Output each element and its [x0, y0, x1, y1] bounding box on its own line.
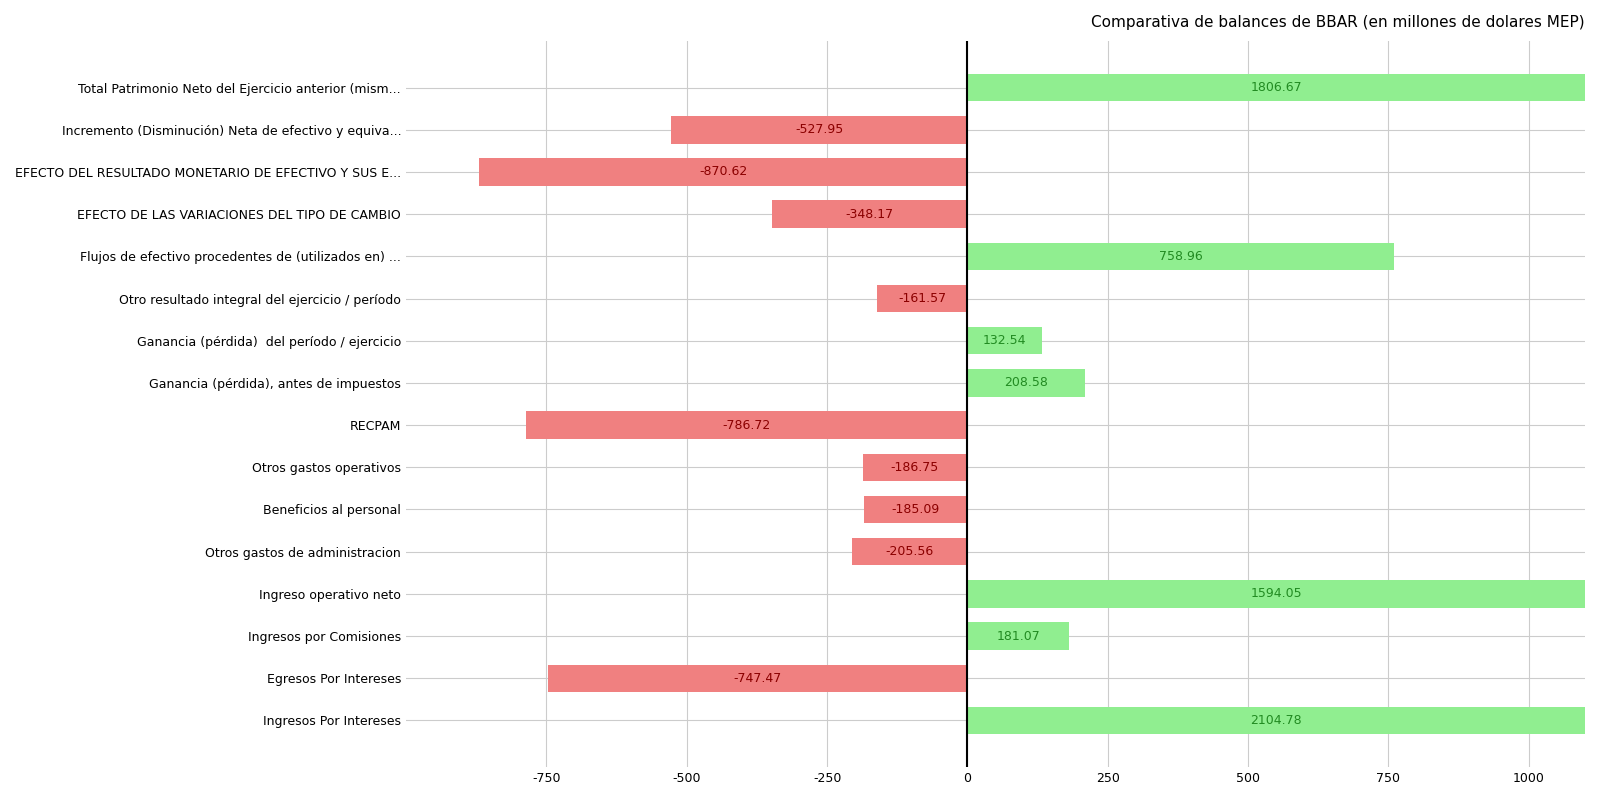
Bar — [968, 580, 1600, 607]
Text: 2104.78: 2104.78 — [1250, 714, 1302, 727]
Bar — [547, 665, 968, 692]
Bar — [968, 370, 1085, 397]
Bar — [478, 158, 968, 186]
Bar — [771, 201, 968, 228]
Bar — [862, 454, 968, 481]
Text: -527.95: -527.95 — [795, 123, 843, 136]
Text: -348.17: -348.17 — [846, 208, 894, 221]
Text: 1594.05: 1594.05 — [1250, 587, 1302, 600]
Text: 208.58: 208.58 — [1005, 377, 1048, 390]
Text: Comparativa de balances de BBAR (en millones de dolares MEP): Comparativa de balances de BBAR (en mill… — [1091, 15, 1586, 30]
Bar — [968, 706, 1600, 734]
Bar — [968, 622, 1069, 650]
Text: -161.57: -161.57 — [898, 292, 946, 305]
Text: 181.07: 181.07 — [997, 630, 1040, 642]
Text: 1806.67: 1806.67 — [1250, 81, 1302, 94]
Bar — [864, 496, 968, 523]
Text: -205.56: -205.56 — [885, 545, 934, 558]
Bar — [853, 538, 968, 566]
Text: -747.47: -747.47 — [733, 672, 782, 685]
Bar — [968, 242, 1394, 270]
Text: -186.75: -186.75 — [891, 461, 939, 474]
Bar — [968, 327, 1042, 354]
Bar — [670, 116, 968, 143]
Text: 132.54: 132.54 — [982, 334, 1026, 347]
Bar — [877, 285, 968, 312]
Text: -870.62: -870.62 — [699, 166, 747, 178]
Text: -185.09: -185.09 — [891, 503, 939, 516]
Bar — [968, 74, 1600, 102]
Text: -786.72: -786.72 — [723, 418, 771, 432]
Bar — [526, 411, 968, 439]
Text: 758.96: 758.96 — [1158, 250, 1202, 263]
